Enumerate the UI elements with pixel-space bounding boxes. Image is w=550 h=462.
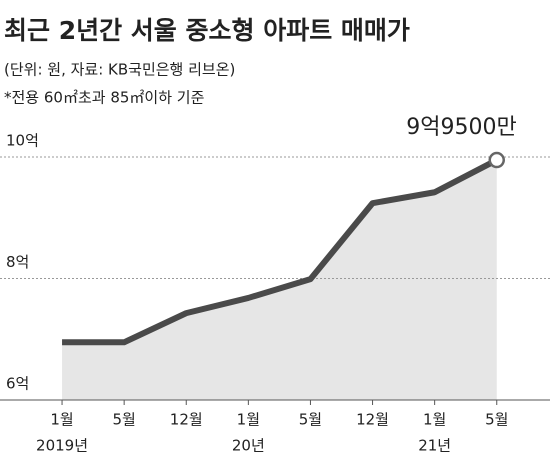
x-tick-label: 5월 xyxy=(112,411,135,429)
annotation: 9억9500만 xyxy=(406,115,516,140)
chart-subtitle: (단위: 원, 자료: KB국민은행 리브온) xyxy=(4,61,235,79)
x-tick-label: 12월 xyxy=(356,411,389,429)
chart-note: *전용 60㎡초과 85㎡이하 기준 xyxy=(4,89,205,107)
x-year-label: 20년 xyxy=(232,437,265,455)
y-tick-label: 8억 xyxy=(6,253,29,271)
y-tick-label: 6억 xyxy=(6,375,29,393)
chart-title: 최근 2년간 서울 중소형 아파트 매매가 xyxy=(4,16,410,45)
x-tick-label: 1월 xyxy=(237,411,260,429)
area xyxy=(62,160,497,400)
x-year-label: 2019년 xyxy=(36,437,88,455)
line xyxy=(62,157,499,346)
x-tick-label: 12월 xyxy=(170,411,203,429)
x-tick-label: 5월 xyxy=(299,411,322,429)
y-tick-label: 10억 xyxy=(6,132,39,150)
x-tick-label: 1월 xyxy=(423,411,446,429)
x-tick-label: 1월 xyxy=(50,411,73,429)
end-point xyxy=(488,151,505,169)
x-year-label: 21년 xyxy=(418,437,451,455)
x-tick-label: 5월 xyxy=(485,411,508,429)
